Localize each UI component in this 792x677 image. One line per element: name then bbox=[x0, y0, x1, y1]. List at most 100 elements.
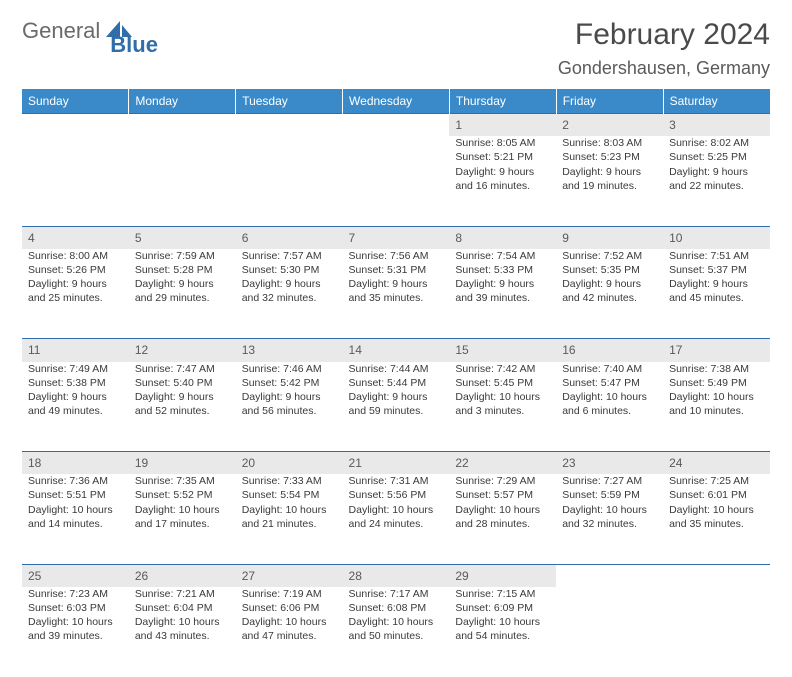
day-detail-row: Sunrise: 7:36 AMSunset: 5:51 PMDaylight:… bbox=[22, 474, 770, 564]
day-number: 16 bbox=[556, 339, 663, 361]
sunrise-text: Sunrise: 7:33 AM bbox=[242, 474, 337, 488]
day-cell: Sunrise: 7:44 AMSunset: 5:44 PMDaylight:… bbox=[343, 362, 450, 452]
day-cell bbox=[22, 136, 129, 226]
day-number bbox=[343, 114, 450, 136]
day-number: 13 bbox=[236, 339, 343, 361]
day-cell: Sunrise: 7:52 AMSunset: 5:35 PMDaylight:… bbox=[556, 249, 663, 339]
day-cell: Sunrise: 8:00 AMSunset: 5:26 PMDaylight:… bbox=[22, 249, 129, 339]
daylight-text: Daylight: 10 hours and 47 minutes. bbox=[242, 615, 337, 643]
daylight-text: Daylight: 10 hours and 32 minutes. bbox=[562, 503, 657, 531]
sunrise-text: Sunrise: 7:21 AM bbox=[135, 587, 230, 601]
daylight-text: Daylight: 10 hours and 14 minutes. bbox=[28, 503, 123, 531]
day-number: 6 bbox=[236, 227, 343, 249]
daylight-text: Daylight: 9 hours and 39 minutes. bbox=[455, 277, 550, 305]
day-cell: Sunrise: 7:15 AMSunset: 6:09 PMDaylight:… bbox=[449, 587, 556, 677]
daylight-text: Daylight: 9 hours and 56 minutes. bbox=[242, 390, 337, 418]
sunrise-text: Sunrise: 7:42 AM bbox=[455, 362, 550, 376]
day-number: 4 bbox=[22, 227, 129, 249]
header-bar: General Blue February 2024 Gondershausen… bbox=[22, 18, 770, 79]
day-number: 27 bbox=[236, 565, 343, 587]
sunset-text: Sunset: 5:54 PM bbox=[242, 488, 337, 502]
sunset-text: Sunset: 6:09 PM bbox=[455, 601, 550, 615]
day-number bbox=[22, 114, 129, 136]
daylight-text: Daylight: 10 hours and 28 minutes. bbox=[455, 503, 550, 531]
logo-text-general: General bbox=[22, 18, 100, 44]
sunrise-text: Sunrise: 7:56 AM bbox=[349, 249, 444, 263]
day-cell: Sunrise: 7:57 AMSunset: 5:30 PMDaylight:… bbox=[236, 249, 343, 339]
weekday-header: Thursday bbox=[449, 89, 556, 114]
day-cell bbox=[129, 136, 236, 226]
day-cell: Sunrise: 7:31 AMSunset: 5:56 PMDaylight:… bbox=[343, 474, 450, 564]
calendar-table: Sunday Monday Tuesday Wednesday Thursday… bbox=[22, 89, 770, 677]
sunrise-text: Sunrise: 7:31 AM bbox=[349, 474, 444, 488]
day-cell: Sunrise: 7:46 AMSunset: 5:42 PMDaylight:… bbox=[236, 362, 343, 452]
daylight-text: Daylight: 10 hours and 39 minutes. bbox=[28, 615, 123, 643]
weekday-header: Monday bbox=[129, 89, 236, 114]
daylight-text: Daylight: 10 hours and 10 minutes. bbox=[669, 390, 764, 418]
sunrise-text: Sunrise: 7:52 AM bbox=[562, 249, 657, 263]
day-number: 25 bbox=[22, 565, 129, 587]
daylight-text: Daylight: 10 hours and 3 minutes. bbox=[455, 390, 550, 418]
sunrise-text: Sunrise: 7:46 AM bbox=[242, 362, 337, 376]
sunset-text: Sunset: 5:44 PM bbox=[349, 376, 444, 390]
day-number: 23 bbox=[556, 452, 663, 474]
sunset-text: Sunset: 5:40 PM bbox=[135, 376, 230, 390]
sunrise-text: Sunrise: 7:40 AM bbox=[562, 362, 657, 376]
sunset-text: Sunset: 5:23 PM bbox=[562, 150, 657, 164]
day-cell: Sunrise: 7:25 AMSunset: 6:01 PMDaylight:… bbox=[663, 474, 770, 564]
sunset-text: Sunset: 5:21 PM bbox=[455, 150, 550, 164]
day-cell: Sunrise: 7:56 AMSunset: 5:31 PMDaylight:… bbox=[343, 249, 450, 339]
daylight-text: Daylight: 10 hours and 54 minutes. bbox=[455, 615, 550, 643]
sunset-text: Sunset: 5:30 PM bbox=[242, 263, 337, 277]
sunset-text: Sunset: 5:59 PM bbox=[562, 488, 657, 502]
sunrise-text: Sunrise: 7:17 AM bbox=[349, 587, 444, 601]
day-cell: Sunrise: 7:23 AMSunset: 6:03 PMDaylight:… bbox=[22, 587, 129, 677]
day-number-row: 123 bbox=[22, 114, 770, 136]
day-cell: Sunrise: 8:02 AMSunset: 5:25 PMDaylight:… bbox=[663, 136, 770, 226]
day-cell bbox=[236, 136, 343, 226]
day-cell bbox=[556, 587, 663, 677]
sunrise-text: Sunrise: 7:27 AM bbox=[562, 474, 657, 488]
daylight-text: Daylight: 9 hours and 49 minutes. bbox=[28, 390, 123, 418]
sunset-text: Sunset: 5:57 PM bbox=[455, 488, 550, 502]
day-cell: Sunrise: 7:42 AMSunset: 5:45 PMDaylight:… bbox=[449, 362, 556, 452]
day-number-row: 45678910 bbox=[22, 227, 770, 249]
month-title: February 2024 bbox=[558, 18, 770, 52]
sunset-text: Sunset: 6:04 PM bbox=[135, 601, 230, 615]
day-cell: Sunrise: 7:33 AMSunset: 5:54 PMDaylight:… bbox=[236, 474, 343, 564]
day-number-row: 11121314151617 bbox=[22, 339, 770, 361]
day-number: 9 bbox=[556, 227, 663, 249]
sunset-text: Sunset: 6:08 PM bbox=[349, 601, 444, 615]
sunrise-text: Sunrise: 7:25 AM bbox=[669, 474, 764, 488]
daylight-text: Daylight: 9 hours and 25 minutes. bbox=[28, 277, 123, 305]
day-detail-row: Sunrise: 7:49 AMSunset: 5:38 PMDaylight:… bbox=[22, 362, 770, 452]
day-number: 10 bbox=[663, 227, 770, 249]
daylight-text: Daylight: 10 hours and 6 minutes. bbox=[562, 390, 657, 418]
sunrise-text: Sunrise: 7:54 AM bbox=[455, 249, 550, 263]
sunset-text: Sunset: 5:25 PM bbox=[669, 150, 764, 164]
sunrise-text: Sunrise: 7:57 AM bbox=[242, 249, 337, 263]
daylight-text: Daylight: 9 hours and 32 minutes. bbox=[242, 277, 337, 305]
sunrise-text: Sunrise: 7:44 AM bbox=[349, 362, 444, 376]
logo-text-blue: Blue bbox=[110, 32, 158, 58]
daylight-text: Daylight: 9 hours and 35 minutes. bbox=[349, 277, 444, 305]
day-number: 21 bbox=[343, 452, 450, 474]
day-number: 18 bbox=[22, 452, 129, 474]
day-number: 20 bbox=[236, 452, 343, 474]
day-cell: Sunrise: 8:03 AMSunset: 5:23 PMDaylight:… bbox=[556, 136, 663, 226]
sunrise-text: Sunrise: 7:23 AM bbox=[28, 587, 123, 601]
day-number: 22 bbox=[449, 452, 556, 474]
day-number bbox=[663, 565, 770, 587]
day-cell bbox=[663, 587, 770, 677]
day-cell: Sunrise: 7:35 AMSunset: 5:52 PMDaylight:… bbox=[129, 474, 236, 564]
sunset-text: Sunset: 6:01 PM bbox=[669, 488, 764, 502]
day-number: 24 bbox=[663, 452, 770, 474]
daylight-text: Daylight: 9 hours and 42 minutes. bbox=[562, 277, 657, 305]
day-number bbox=[129, 114, 236, 136]
day-number: 8 bbox=[449, 227, 556, 249]
day-cell: Sunrise: 7:17 AMSunset: 6:08 PMDaylight:… bbox=[343, 587, 450, 677]
weekday-header: Tuesday bbox=[236, 89, 343, 114]
day-cell: Sunrise: 8:05 AMSunset: 5:21 PMDaylight:… bbox=[449, 136, 556, 226]
daylight-text: Daylight: 9 hours and 45 minutes. bbox=[669, 277, 764, 305]
day-number: 11 bbox=[22, 339, 129, 361]
